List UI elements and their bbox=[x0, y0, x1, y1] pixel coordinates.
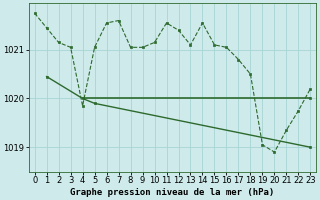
X-axis label: Graphe pression niveau de la mer (hPa): Graphe pression niveau de la mer (hPa) bbox=[70, 188, 275, 197]
